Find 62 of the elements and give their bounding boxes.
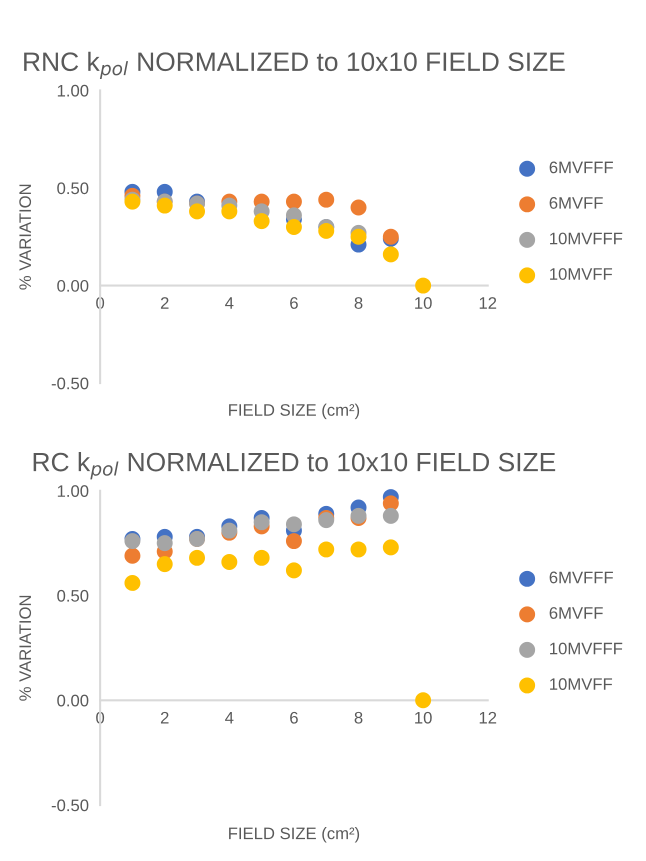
point — [350, 228, 367, 245]
point — [350, 541, 367, 558]
legend-label: 6MVFFF — [550, 162, 613, 174]
y-axis-title: % VARIATION — [19, 596, 32, 701]
y-tick-label: 1.00 — [58, 84, 88, 97]
point — [189, 550, 206, 566]
point — [382, 539, 399, 556]
point — [318, 222, 334, 239]
legend-label: 10MVFFF — [550, 232, 622, 244]
legend-label: 10MVFFF — [550, 642, 622, 654]
x-tick-label: 2 — [160, 297, 169, 309]
point — [254, 213, 270, 230]
y-tick-label: 0.50 — [57, 590, 88, 602]
x-tick-label: 12 — [480, 297, 496, 309]
point — [286, 194, 302, 210]
x-axis-title: FIELD SIZE (cm²) — [229, 827, 360, 843]
x-tick-label: 6 — [290, 297, 298, 309]
x-tick-label: 10 — [415, 712, 432, 724]
point — [156, 556, 173, 572]
legend-label: 6MVFFF — [550, 572, 613, 584]
legend-label: 6MVFF — [550, 607, 603, 619]
point — [415, 278, 432, 294]
point — [221, 203, 238, 220]
point — [254, 514, 270, 530]
point — [254, 550, 270, 566]
x-tick-label: 8 — [354, 297, 362, 309]
point — [189, 203, 206, 220]
point — [124, 548, 140, 564]
point — [382, 508, 399, 524]
point — [124, 574, 140, 591]
x-tick-label: 2 — [160, 712, 169, 724]
point — [382, 246, 399, 262]
point — [350, 200, 367, 216]
point — [318, 541, 334, 558]
point — [286, 533, 302, 550]
x-tick-label: 8 — [354, 712, 362, 724]
x-axis-title: FIELD SIZE (cm²) — [229, 404, 360, 420]
point — [156, 198, 173, 214]
y-axis-title: % VARIATION — [19, 184, 32, 290]
x-tick-label: 12 — [480, 712, 496, 724]
point — [286, 562, 302, 578]
x-tick-label: 4 — [225, 297, 234, 309]
legend-label: 10MVFF — [550, 268, 612, 280]
point — [221, 554, 238, 570]
x-tick-label: 6 — [290, 712, 298, 724]
point — [415, 692, 432, 708]
chart-title: RNC k$_{pol}$ NORMALIZED to 10x10 FIELD SIZE — [24, 52, 565, 79]
y-tick-label: 0.00 — [57, 694, 88, 706]
point — [156, 535, 173, 552]
point — [318, 192, 334, 208]
y-tick-label: -0.50 — [52, 378, 88, 390]
point — [286, 516, 302, 532]
legend-label: 6MVFF — [550, 197, 603, 209]
y-tick-label: 0.50 — [57, 182, 88, 194]
legend-label: 10MVFF — [550, 678, 612, 690]
y-tick-label: -0.50 — [52, 799, 88, 812]
chart-title: RC k$_{pol}$ NORMALIZED to 10x10 FIELD SIZE — [34, 452, 556, 480]
x-tick-label: 4 — [225, 712, 234, 724]
point — [286, 219, 302, 235]
x-tick-label: 10 — [415, 297, 432, 309]
y-tick-label: 1.00 — [58, 485, 88, 497]
y-tick-label: 0.00 — [57, 280, 88, 292]
